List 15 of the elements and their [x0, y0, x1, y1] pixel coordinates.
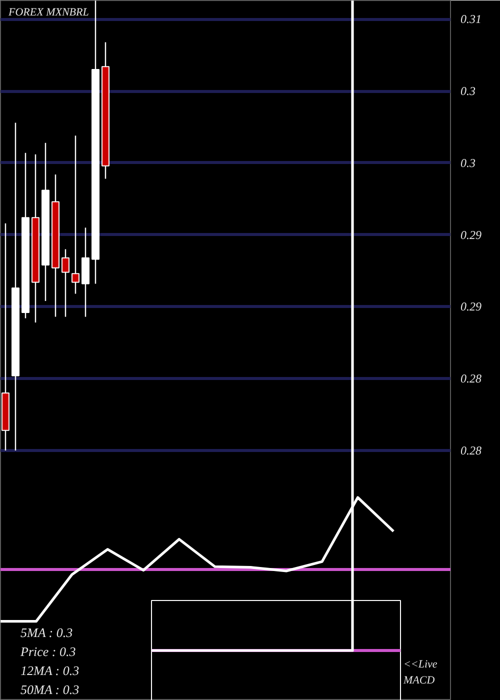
text: 5MA : 0.3 — [20, 625, 74, 640]
text: Price : 0.3 — [20, 644, 76, 659]
text: 12MA : 0.3 — [20, 663, 80, 678]
y-tick-label: 0.3 — [460, 84, 476, 98]
candlestick — [72, 135, 80, 294]
y-tick-label: 0.29 — [460, 228, 482, 242]
candlestick — [62, 248, 70, 318]
text: 50MA : 0.3 — [20, 682, 80, 697]
y-tick-label: 0.28 — [460, 372, 482, 386]
y-tick-label: 0.28 — [460, 444, 482, 458]
y-tick-label: 0.31 — [460, 12, 482, 26]
y-tick-label: 0.29 — [460, 300, 482, 314]
text: <<Live MACD — [402, 658, 438, 686]
y-tick-label: 0.3 — [460, 156, 476, 170]
text: FOREX MXNBRL — [8, 6, 89, 18]
